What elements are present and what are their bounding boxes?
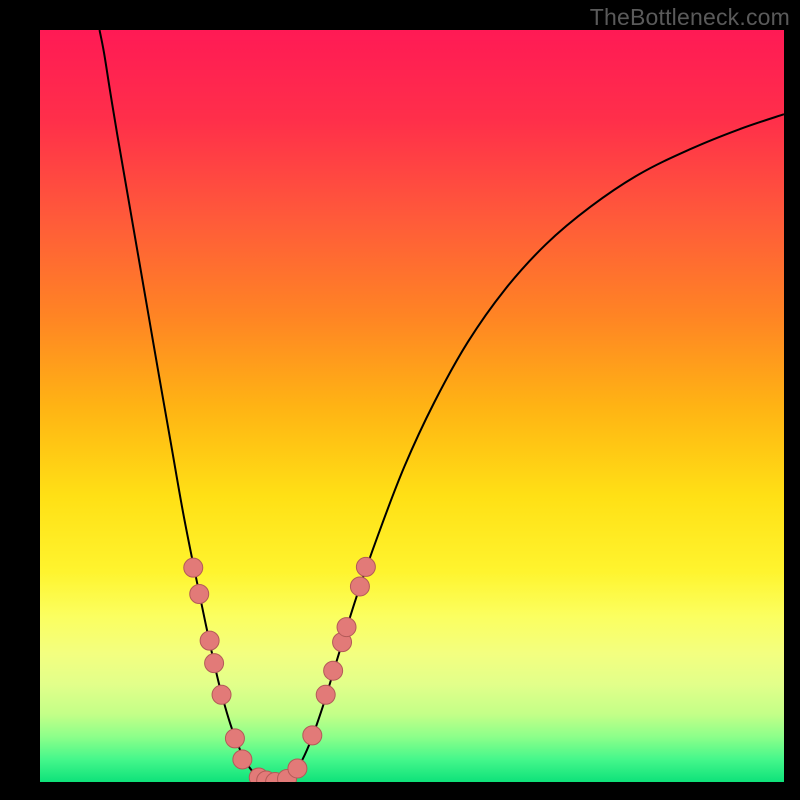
chart-container: TheBottleneck.com xyxy=(0,0,800,800)
data-marker xyxy=(190,585,209,604)
data-marker xyxy=(233,750,252,769)
data-marker xyxy=(288,759,307,778)
bottleneck-chart xyxy=(0,0,800,800)
data-marker xyxy=(324,661,343,680)
data-marker xyxy=(337,618,356,637)
data-marker xyxy=(225,729,244,748)
data-marker xyxy=(212,685,231,704)
data-marker xyxy=(316,685,335,704)
plot-background xyxy=(40,30,784,782)
data-marker xyxy=(184,558,203,577)
data-marker xyxy=(205,654,224,673)
data-marker xyxy=(350,577,369,596)
watermark-text: TheBottleneck.com xyxy=(590,4,790,31)
data-marker xyxy=(303,726,322,745)
data-marker xyxy=(356,557,375,576)
data-marker xyxy=(200,631,219,650)
